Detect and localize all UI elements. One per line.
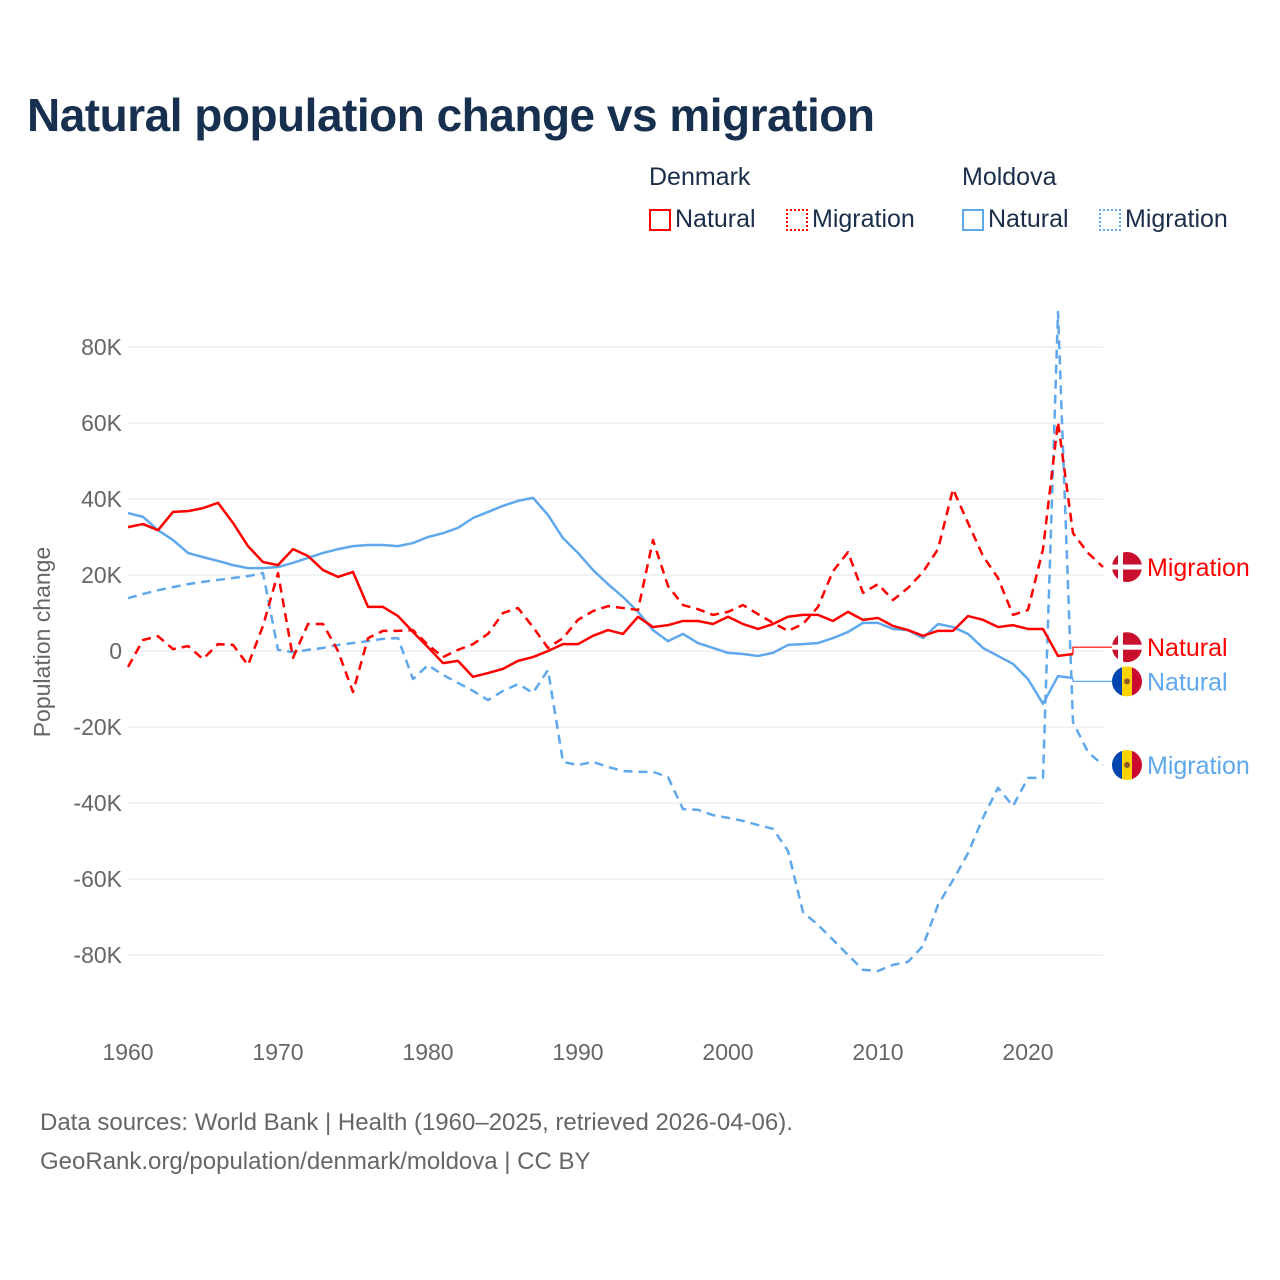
y-tick-label: -20K (73, 714, 122, 740)
y-tick-label: 60K (81, 410, 123, 436)
y-tick-label: -80K (73, 942, 122, 968)
label-connector (1072, 677, 1112, 683)
legend-swatch-solid-blue (962, 208, 984, 231)
source-note: Data sources: World Bank | Health (1960–… (40, 1109, 793, 1136)
x-tick-label: 1980 (402, 1039, 453, 1065)
legend-denmark-migration[interactable]: Migration (786, 205, 915, 234)
chart-title: Natural population change vs migration (27, 89, 875, 141)
moldova-flag-stripe (1132, 750, 1142, 780)
legend-label: Natural (988, 205, 1069, 233)
series-end-label: Natural (1147, 668, 1228, 696)
legend-label: Natural (675, 205, 756, 233)
y-tick-label: -40K (73, 790, 122, 816)
series-line-denmark-migration (126, 420, 1104, 694)
x-tick-label: 1970 (252, 1039, 303, 1065)
y-tick-label: 20K (81, 562, 123, 588)
x-tick-label: 2000 (702, 1039, 753, 1065)
x-tick-label: 2020 (1002, 1039, 1053, 1065)
denmark-flag-cross (1112, 564, 1142, 570)
moldova-flag-icon (1112, 750, 1122, 780)
x-tick-label: 1990 (552, 1039, 603, 1065)
y-tick-label: 0 (109, 638, 122, 664)
moldova-flag-emblem (1124, 762, 1130, 768)
legend-label: Migration (1125, 205, 1228, 233)
legend-swatch-solid-red (649, 208, 671, 231)
y-tick-label: 80K (81, 334, 123, 360)
series-end-label: Migration (1147, 752, 1250, 780)
label-connector (1072, 646, 1112, 655)
moldova-flag-emblem (1124, 678, 1130, 685)
legend-group-denmark: Denmark (649, 163, 751, 191)
series-end-label: Natural (1147, 634, 1228, 662)
source-link[interactable]: GeoRank.org/population/denmark/moldova |… (40, 1148, 591, 1175)
legend-label: Migration (812, 205, 915, 233)
y-tick-label: -60K (73, 866, 122, 892)
series-end-label: Migration (1147, 554, 1250, 582)
series-line-moldova-migration (127, 310, 1104, 973)
x-tick-label: 2010 (852, 1039, 903, 1065)
moldova-flag-icon (1112, 666, 1122, 697)
series-line-denmark-natural (127, 501, 1074, 679)
x-tick-label: 1960 (102, 1039, 153, 1065)
legend-moldova-migration[interactable]: Migration (1099, 205, 1228, 234)
legend-swatch-dotted-red (786, 208, 808, 231)
legend-swatch-dotted-blue (1099, 208, 1121, 231)
legend-moldova-natural[interactable]: Natural (962, 205, 1069, 234)
denmark-flag-cross (1112, 644, 1142, 650)
y-tick-label: 40K (81, 486, 123, 512)
legend-denmark-natural[interactable]: Natural (649, 205, 756, 234)
legend-group-moldova: Moldova (962, 163, 1057, 191)
y-axis-label: Population change (29, 547, 55, 738)
moldova-flag-stripe (1132, 666, 1142, 697)
